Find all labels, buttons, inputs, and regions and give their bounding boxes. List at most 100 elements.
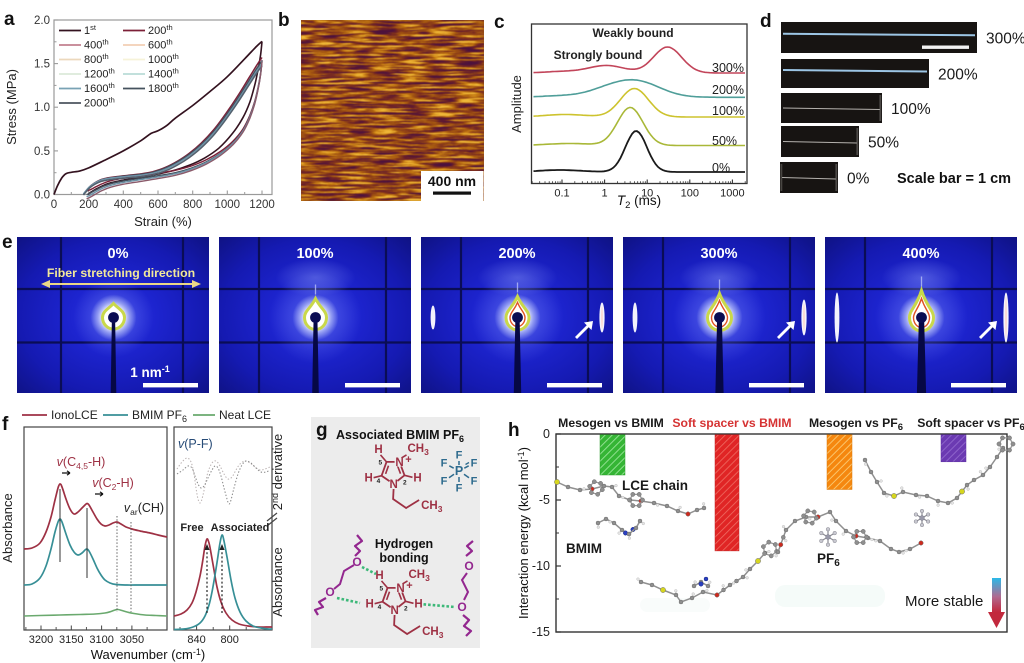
svg-text:N: N: [389, 479, 397, 491]
svg-text:0.0: 0.0: [34, 190, 50, 202]
svg-text:Mesogen vs BMIM: Mesogen vs BMIM: [558, 416, 664, 430]
svg-text:Soft spacer vs PF6: Soft spacer vs PF6: [917, 416, 1024, 433]
svg-text:-15: -15: [532, 625, 550, 639]
svg-text:3150: 3150: [59, 634, 83, 646]
svg-text:0%: 0%: [847, 171, 870, 188]
svg-text:Soft spacer vs BMIM: Soft spacer vs BMIM: [672, 416, 791, 430]
svg-text:BMIM PF6: BMIM PF6: [132, 408, 187, 424]
svg-text:v(C2-H): v(C2-H): [92, 476, 134, 492]
svg-text:Associated BMIM PF6: Associated BMIM PF6: [336, 428, 464, 444]
svg-text:5: 5: [379, 459, 383, 466]
svg-text:Strongly bound: Strongly bound: [554, 48, 643, 62]
svg-text:0.5: 0.5: [34, 146, 50, 158]
svg-text:H: H: [365, 599, 373, 611]
svg-text:N: N: [390, 605, 398, 617]
svg-text:CH3: CH3: [408, 443, 430, 457]
svg-text:1200th: 1200th: [84, 67, 115, 81]
svg-text:2nd derivative: 2nd derivative: [270, 434, 285, 511]
svg-text:Associated: Associated: [211, 522, 270, 534]
svg-text:P: P: [455, 464, 463, 478]
svg-text:BMIM: BMIM: [566, 541, 602, 556]
svg-text:Wavenumber (cm-1): Wavenumber (cm-1): [91, 647, 205, 662]
svg-text:More stable: More stable: [905, 593, 983, 610]
svg-text:H: H: [413, 472, 421, 484]
svg-text:Mesogen vs PF6: Mesogen vs PF6: [809, 416, 903, 433]
svg-text:v(C4,5-H): v(C4,5-H): [57, 455, 106, 471]
svg-text:b: b: [278, 10, 290, 31]
svg-text:1800th: 1800th: [148, 81, 179, 95]
svg-text:300%: 300%: [712, 61, 744, 75]
svg-text:100: 100: [681, 188, 699, 200]
svg-text:0: 0: [51, 199, 57, 211]
svg-text:2: 2: [403, 479, 407, 486]
svg-text:0%: 0%: [108, 246, 129, 262]
svg-text:Fiber stretching direction: Fiber stretching direction: [47, 266, 195, 280]
svg-text:bonding: bonding: [379, 551, 428, 565]
svg-text:Neat LCE: Neat LCE: [219, 408, 271, 422]
svg-text:200%: 200%: [498, 246, 535, 262]
svg-text:1 nm-1: 1 nm-1: [130, 364, 170, 380]
svg-text:3050: 3050: [120, 634, 144, 646]
svg-text:H: H: [374, 444, 382, 456]
svg-text:e: e: [2, 232, 13, 253]
svg-text:Absorbance: Absorbance: [270, 547, 285, 616]
svg-text:F: F: [441, 458, 448, 470]
svg-text:CH3: CH3: [409, 569, 431, 583]
svg-text:F: F: [471, 458, 478, 470]
svg-text:F: F: [456, 483, 463, 495]
svg-text:N: N: [395, 457, 403, 469]
svg-text:0: 0: [543, 427, 550, 441]
svg-text:d: d: [760, 11, 772, 32]
svg-text:800: 800: [183, 199, 202, 211]
svg-text:+: +: [406, 580, 412, 592]
svg-text:Stress (MPa): Stress (MPa): [4, 69, 19, 145]
svg-text:Weakly bound: Weakly bound: [592, 26, 673, 40]
svg-text:+: +: [405, 454, 411, 466]
svg-text:O: O: [352, 555, 361, 569]
svg-text:IonoLCE: IonoLCE: [51, 408, 98, 422]
svg-text:Scale bar = 1 cm: Scale bar = 1 cm: [897, 171, 1011, 187]
svg-text:1000: 1000: [215, 199, 241, 211]
svg-text:3100: 3100: [89, 634, 113, 646]
svg-text:2: 2: [404, 605, 408, 612]
svg-text:1200: 1200: [249, 199, 275, 211]
svg-text:400 nm: 400 nm: [428, 173, 476, 189]
svg-text:-5: -5: [539, 493, 550, 507]
svg-text:F: F: [456, 450, 463, 462]
svg-text:Strain (%): Strain (%): [134, 214, 192, 229]
svg-text:200%: 200%: [938, 67, 978, 84]
svg-text:400%: 400%: [902, 246, 939, 262]
svg-text:1000th: 1000th: [148, 52, 179, 66]
svg-text:2000th: 2000th: [84, 96, 115, 110]
svg-text:400: 400: [114, 199, 133, 211]
svg-text:v(P-F): v(P-F): [178, 437, 213, 451]
svg-text:100%: 100%: [712, 104, 744, 118]
svg-text:4: 4: [378, 604, 382, 611]
svg-text:5: 5: [380, 585, 384, 592]
svg-text:200: 200: [79, 199, 98, 211]
svg-text:1600th: 1600th: [84, 81, 115, 95]
svg-text:1.5: 1.5: [34, 59, 50, 71]
svg-text:H: H: [364, 473, 372, 485]
svg-text:a: a: [4, 9, 15, 30]
svg-text:1400th: 1400th: [148, 67, 179, 81]
svg-text:N: N: [396, 583, 404, 595]
svg-text:CH3: CH3: [421, 500, 443, 514]
svg-text:O: O: [464, 559, 473, 573]
svg-text:3200: 3200: [29, 634, 53, 646]
svg-text:600: 600: [148, 199, 167, 211]
svg-text:Free: Free: [180, 522, 203, 534]
svg-text:c: c: [494, 12, 505, 33]
svg-text:O: O: [457, 600, 466, 614]
svg-text:10: 10: [641, 188, 653, 200]
svg-text:Absorbance: Absorbance: [0, 493, 15, 562]
svg-text:840: 840: [187, 634, 205, 646]
svg-text:F: F: [441, 476, 448, 488]
svg-text:f: f: [2, 414, 9, 435]
svg-text:Hydrogen: Hydrogen: [375, 537, 433, 551]
svg-text:LCE chain: LCE chain: [622, 478, 688, 493]
svg-text:50%: 50%: [712, 134, 737, 148]
svg-text:Amplitude: Amplitude: [509, 75, 524, 133]
svg-text:-10: -10: [532, 559, 550, 573]
svg-text:O: O: [325, 585, 334, 599]
